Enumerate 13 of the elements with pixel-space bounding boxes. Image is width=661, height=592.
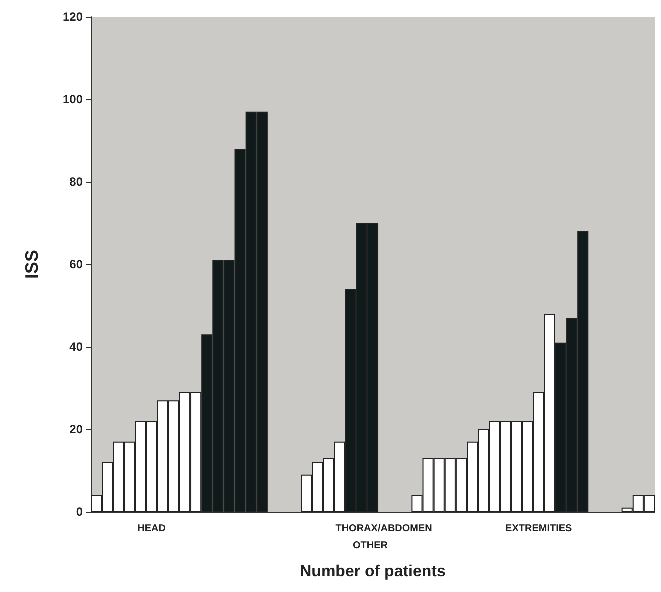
x-tick-label: HEAD [138, 524, 166, 534]
y-tick-label: 20 [70, 422, 84, 436]
y-tick-label: 120 [62, 10, 84, 24]
y-tick-label: 100 [62, 92, 84, 106]
x-axis-title: Number of patients [300, 564, 446, 580]
x-tick-label: THORAX/ABDOMEN [336, 524, 432, 534]
y-tick-label: 40 [70, 340, 84, 354]
y-tick-label: 80 [70, 175, 84, 189]
y-axis-title: ISS [22, 250, 42, 280]
y-tick-label: 60 [70, 258, 84, 272]
y-tick-label: 0 [76, 505, 84, 519]
text: OTHER [353, 540, 389, 552]
x-tick-label: EXTREMITIES [506, 524, 573, 534]
